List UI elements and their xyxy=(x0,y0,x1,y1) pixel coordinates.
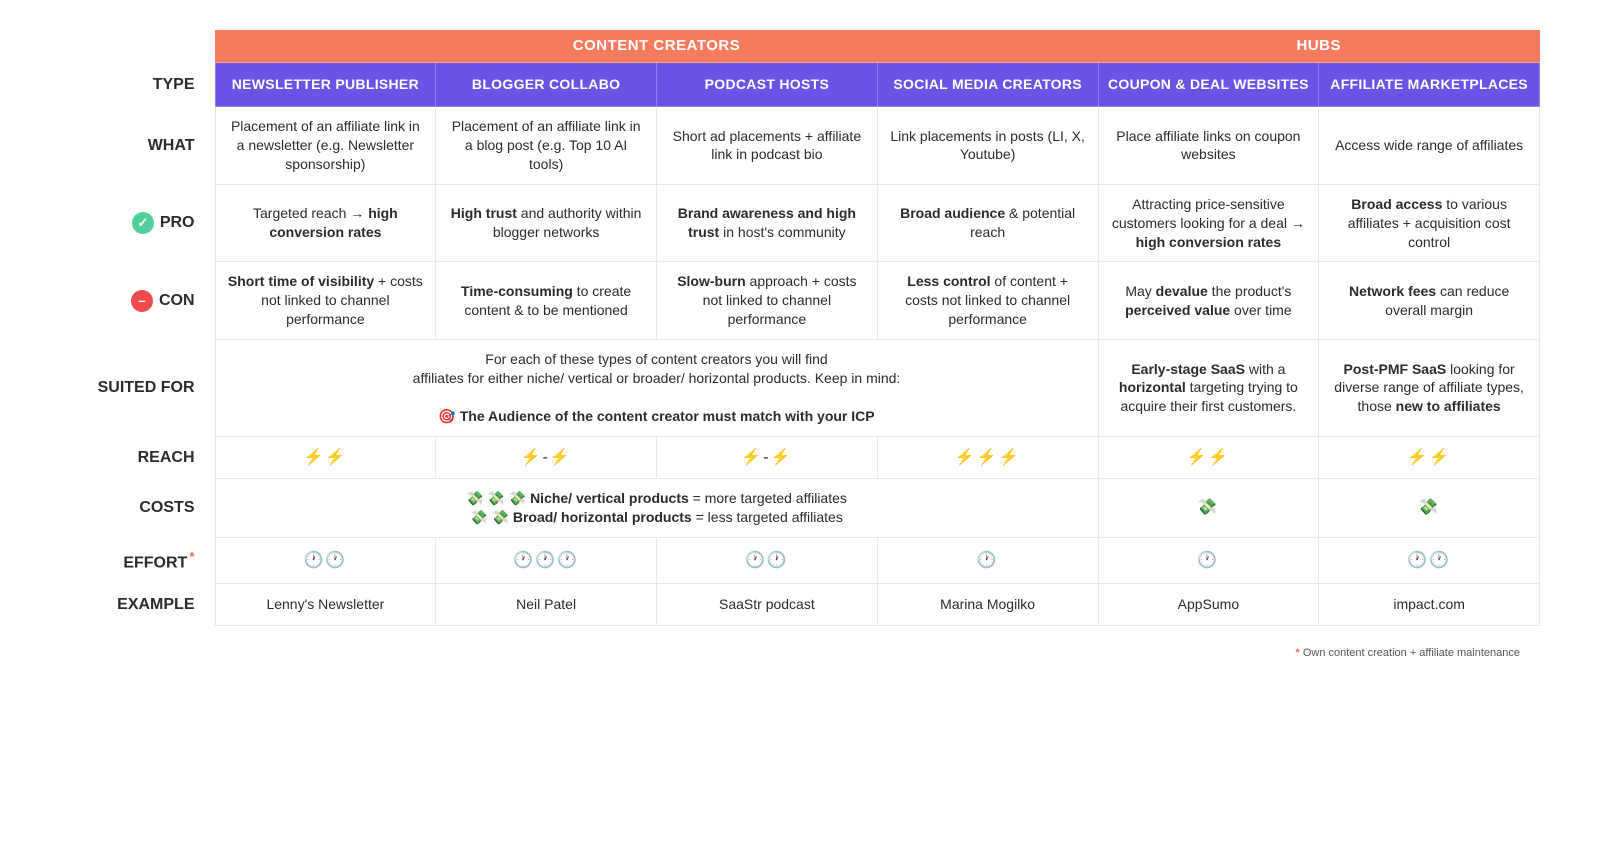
affiliate-comparison-table: CONTENT CREATORS HUBS TYPE NEWSLETTER PU… xyxy=(60,30,1540,626)
cell-what-0: Placement of an affiliate link in a news… xyxy=(215,107,436,185)
cell-reach-4: ⚡⚡ xyxy=(1098,436,1319,479)
cell-pro-1: High trust and authority within blogger … xyxy=(436,184,657,262)
cell-example-4: AppSumo xyxy=(1098,584,1319,626)
cell-con-1: Time-consuming to create content & to be… xyxy=(436,262,657,340)
cell-effort-0: 🕐🕐 xyxy=(215,538,436,584)
cell-pro-4: Attracting price-sensitive customers loo… xyxy=(1098,184,1319,262)
row-label-reach: REACH xyxy=(60,436,215,479)
cell-what-5: Access wide range of affiliates xyxy=(1319,107,1540,185)
cell-reach-0: ⚡⚡ xyxy=(215,436,436,479)
row-label-suited: SUITED FOR xyxy=(60,340,215,437)
check-icon: ✓ xyxy=(132,212,154,234)
cell-pro-0: Targeted reach → high conversion rates xyxy=(215,184,436,262)
cell-effort-1: 🕐🕐🕐 xyxy=(436,538,657,584)
cell-effort-3: 🕐 xyxy=(877,538,1098,584)
cell-suited-5: Post-PMF SaaS looking for diverse range … xyxy=(1319,340,1540,437)
cell-what-1: Placement of an affiliate link in a blog… xyxy=(436,107,657,185)
cell-reach-5: ⚡⚡ xyxy=(1319,436,1540,479)
cell-con-4: May devalue the product's perceived valu… xyxy=(1098,262,1319,340)
footnote: * Own content creation + affiliate maint… xyxy=(0,636,1600,660)
cell-suited-creators: For each of these types of content creat… xyxy=(215,340,1098,437)
cell-example-3: Marina Mogilko xyxy=(877,584,1098,626)
col-header-5: AFFILIATE MARKETPLACES xyxy=(1319,63,1540,107)
cell-example-0: Lenny's Newsletter xyxy=(215,584,436,626)
cell-what-3: Link placements in posts (LI, X, Youtube… xyxy=(877,107,1098,185)
cell-costs-5: 💸 xyxy=(1319,479,1540,538)
cell-con-0: Short time of visibility + costs not lin… xyxy=(215,262,436,340)
cell-con-3: Less control of content + costs not link… xyxy=(877,262,1098,340)
col-header-2: PODCAST HOSTS xyxy=(657,63,878,107)
group-header-hubs: HUBS xyxy=(1098,30,1540,63)
row-label-con: –CON xyxy=(60,262,215,340)
minus-icon: – xyxy=(131,290,153,312)
col-header-0: NEWSLETTER PUBLISHER xyxy=(215,63,436,107)
cell-what-4: Place affiliate links on coupon websites xyxy=(1098,107,1319,185)
cell-costs-creators: 💸 💸 💸 Niche/ vertical products = more ta… xyxy=(215,479,1098,538)
cell-example-1: Neil Patel xyxy=(436,584,657,626)
col-header-3: SOCIAL MEDIA CREATORS xyxy=(877,63,1098,107)
cell-example-5: impact.com xyxy=(1319,584,1540,626)
row-label-example: EXAMPLE xyxy=(60,584,215,626)
cell-what-2: Short ad placements + affiliate link in … xyxy=(657,107,878,185)
cell-reach-3: ⚡⚡⚡ xyxy=(877,436,1098,479)
row-label-pro: ✓PRO xyxy=(60,184,215,262)
cell-effort-4: 🕐 xyxy=(1098,538,1319,584)
row-label-effort: EFFORT* xyxy=(60,538,215,584)
cell-con-2: Slow-burn approach + costs not linked to… xyxy=(657,262,878,340)
row-label-what: WHAT xyxy=(60,107,215,185)
row-label-type: TYPE xyxy=(60,63,215,107)
cell-effort-2: 🕐🕐 xyxy=(657,538,878,584)
cell-example-2: SaaStr podcast xyxy=(657,584,878,626)
cell-reach-1: ⚡-⚡ xyxy=(436,436,657,479)
cell-suited-4: Early-stage SaaS with a horizontal targe… xyxy=(1098,340,1319,437)
cell-effort-5: 🕐🕐 xyxy=(1319,538,1540,584)
cell-costs-4: 💸 xyxy=(1098,479,1319,538)
row-label-costs: COSTS xyxy=(60,479,215,538)
cell-pro-3: Broad audience & potential reach xyxy=(877,184,1098,262)
cell-pro-2: Brand awareness and high trust in host's… xyxy=(657,184,878,262)
footnote-marker-icon: * xyxy=(189,549,194,564)
group-header-creators: CONTENT CREATORS xyxy=(215,30,1098,63)
col-header-1: BLOGGER COLLABO xyxy=(436,63,657,107)
cell-reach-2: ⚡-⚡ xyxy=(657,436,878,479)
cell-pro-5: Broad access to various affiliates + acq… xyxy=(1319,184,1540,262)
col-header-4: COUPON & DEAL WEBSITES xyxy=(1098,63,1319,107)
cell-con-5: Network fees can reduce overall margin xyxy=(1319,262,1540,340)
